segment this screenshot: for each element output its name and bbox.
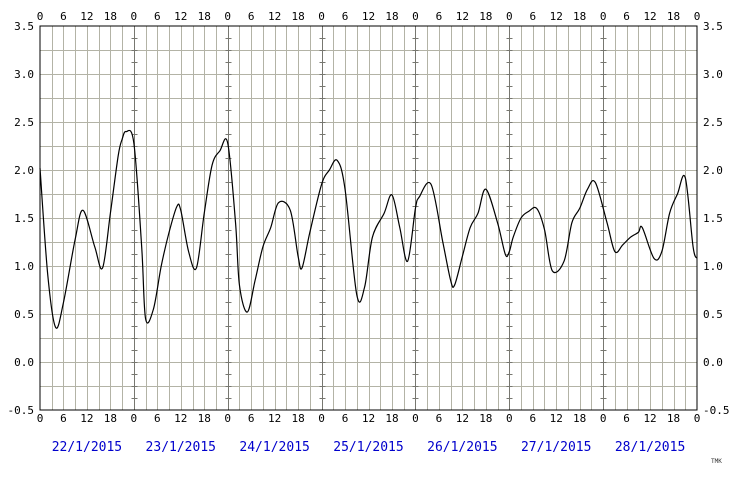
date-label: 28/1/2015 <box>615 440 685 455</box>
x-tick-label-top: 12 <box>80 10 93 23</box>
x-tick-label-bottom: 12 <box>362 412 375 425</box>
x-tick-label-top: 0 <box>224 10 231 23</box>
x-tick-label-top: 0 <box>318 10 325 23</box>
y-tick-label-left: 3.0 <box>14 68 34 81</box>
date-label: 27/1/2015 <box>521 440 591 455</box>
x-tick-label-top: 12 <box>643 10 656 23</box>
x-tick-label-bottom: 6 <box>436 412 443 425</box>
x-tick-label-bottom: 12 <box>174 412 187 425</box>
y-tick-label-left: 2.0 <box>14 164 34 177</box>
y-tick-label-left: 1.0 <box>14 260 34 273</box>
x-tick-label-bottom: 0 <box>600 412 607 425</box>
y-axis-left: -0.5 0.0 0.5 1.0 1.5 2.0 2.5 3.0 3.5 <box>8 20 35 417</box>
x-tick-label-bottom: 0 <box>318 412 325 425</box>
x-tick-label-top: 12 <box>268 10 281 23</box>
x-tick-label-bottom: 0 <box>131 412 138 425</box>
plot-frame <box>39 25 698 411</box>
date-labels: 22/1/2015 23/1/2015 24/1/2015 25/1/2015 26/1… <box>52 440 686 455</box>
y-tick-label-left: 1.5 <box>14 212 34 225</box>
x-tick-label-bottom: 12 <box>456 412 469 425</box>
date-label: 22/1/2015 <box>52 440 122 455</box>
y-axis-right: -0.5 0.0 0.5 1.0 1.5 2.0 2.5 3.0 3.5 <box>703 20 730 417</box>
x-tick-label-bottom: 0 <box>412 412 419 425</box>
x-tick-label-top: 0 <box>412 10 419 23</box>
y-tick-label-right: -0.5 <box>703 404 730 417</box>
date-label: 26/1/2015 <box>427 440 497 455</box>
x-tick-label-top: 6 <box>248 10 255 23</box>
x-tick-label-top: 18 <box>104 10 117 23</box>
x-tick-label-bottom: 0 <box>506 412 513 425</box>
date-label: 24/1/2015 <box>239 440 309 455</box>
x-tick-label-top: 12 <box>550 10 563 23</box>
x-tick-label-top: 12 <box>362 10 375 23</box>
x-tick-label-bottom: 12 <box>268 412 281 425</box>
x-tick-label-bottom: 6 <box>529 412 536 425</box>
x-axis-top-hours: 0 6 12 18 0 6 12 18 0 6 12 18 0 6 12 18 0 6 12 18 0 6 12 18 0 6 12… <box>37 10 701 23</box>
date-label: 25/1/2015 <box>333 440 403 455</box>
x-tick-label-top: 6 <box>60 10 67 23</box>
x-tick-label-bottom: 18 <box>385 412 398 425</box>
x-tick-label-top: 6 <box>529 10 536 23</box>
y-tick-label-left: 0.0 <box>14 356 34 369</box>
x-tick-label-top: 18 <box>291 10 304 23</box>
x-tick-label-bottom: 12 <box>643 412 656 425</box>
series-line <box>39 129 698 329</box>
x-tick-label-bottom: 18 <box>291 412 304 425</box>
x-tick-label-bottom: 12 <box>550 412 563 425</box>
x-tick-label-top: 18 <box>385 10 398 23</box>
y-tick-label-right: 2.5 <box>703 116 723 129</box>
x-tick-label-bottom: 12 <box>80 412 93 425</box>
series-layer <box>39 129 698 329</box>
y-tick-label-right: 3.5 <box>703 20 723 33</box>
y-tick-label-right: 0.0 <box>703 356 723 369</box>
y-tick-label-right: 3.0 <box>703 68 723 81</box>
x-tick-label-bottom: 6 <box>623 412 630 425</box>
x-tick-label-bottom: 6 <box>342 412 349 425</box>
day-dividers <box>131 26 607 410</box>
credit-text: TMK <box>711 458 722 465</box>
x-tick-label-bottom: 0 <box>224 412 231 425</box>
x-tick-label-top: 18 <box>573 10 586 23</box>
x-tick-label-top: 6 <box>623 10 630 23</box>
x-tick-label-bottom: 6 <box>60 412 67 425</box>
y-tick-label-right: 2.0 <box>703 164 723 177</box>
x-tick-label-top: 18 <box>479 10 492 23</box>
x-tick-label-top: 12 <box>456 10 469 23</box>
x-tick-label-bottom: 18 <box>573 412 586 425</box>
x-axis-bottom-hours: 0 6 12 18 0 6 12 18 0 6 12 18 0 6 12 18 0 6 12 18 0 6 12 18 0 6 12… <box>37 412 701 425</box>
grid-lines <box>40 26 697 410</box>
x-tick-label-bottom: 18 <box>104 412 117 425</box>
x-tick-label-bottom: 18 <box>198 412 211 425</box>
y-tick-label-left: -0.5 <box>8 404 35 417</box>
y-tick-label-right: 1.0 <box>703 260 723 273</box>
x-tick-label-bottom: 18 <box>479 412 492 425</box>
x-tick-label-bottom: 18 <box>667 412 680 425</box>
x-tick-label-top: 18 <box>667 10 680 23</box>
y-tick-label-right: 1.5 <box>703 212 723 225</box>
y-tick-label-left: 3.5 <box>14 20 34 33</box>
y-tick-label-left: 2.5 <box>14 116 34 129</box>
x-tick-label-top: 0 <box>506 10 513 23</box>
x-tick-label-top: 18 <box>198 10 211 23</box>
x-tick-label-bottom: 6 <box>248 412 255 425</box>
x-tick-label-top: 0 <box>37 10 44 23</box>
y-tick-label-left: 0.5 <box>14 308 34 321</box>
date-label: 23/1/2015 <box>146 440 216 455</box>
x-tick-label-top: 6 <box>154 10 161 23</box>
x-tick-label-bottom: 0 <box>694 412 701 425</box>
x-tick-label-top: 0 <box>694 10 701 23</box>
x-tick-label-bottom: 0 <box>37 412 44 425</box>
x-tick-label-top: 12 <box>174 10 187 23</box>
y-tick-label-right: 0.5 <box>703 308 723 321</box>
x-tick-label-top: 6 <box>436 10 443 23</box>
x-tick-label-top: 0 <box>131 10 138 23</box>
x-tick-label-bottom: 6 <box>154 412 161 425</box>
x-tick-label-top: 6 <box>342 10 349 23</box>
x-tick-label-top: 0 <box>600 10 607 23</box>
